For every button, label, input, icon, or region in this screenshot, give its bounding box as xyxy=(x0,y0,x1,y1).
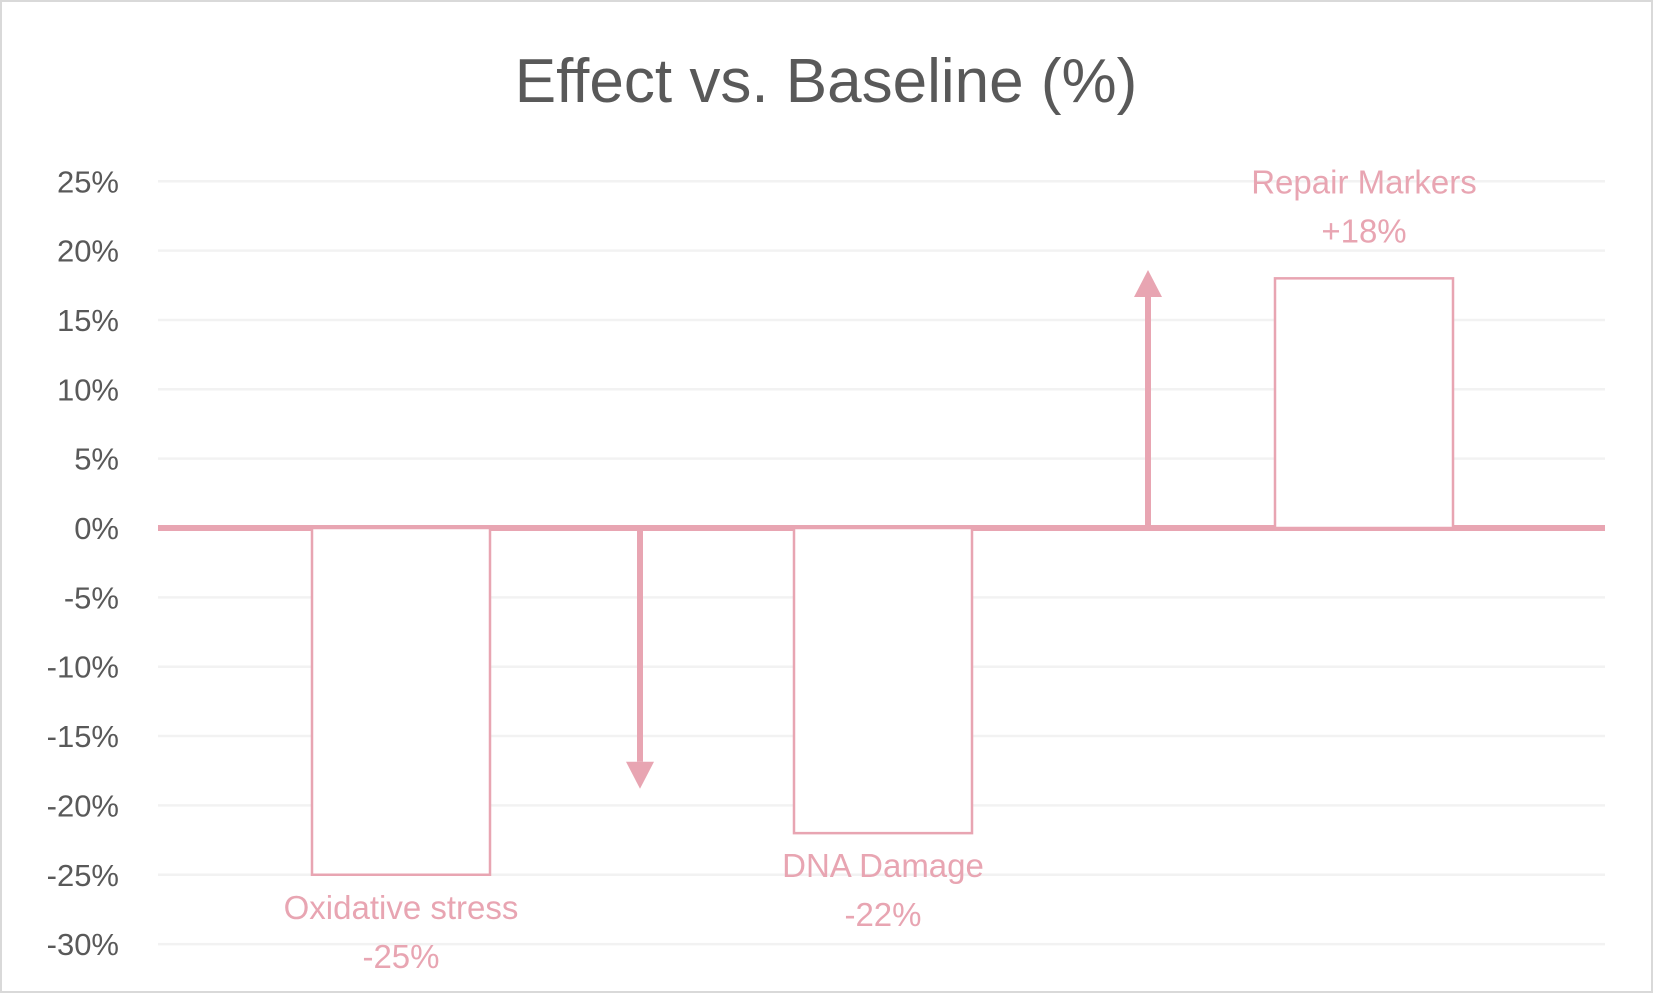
y-tick-label: -15% xyxy=(47,719,119,754)
y-tick-label: 10% xyxy=(57,372,119,407)
arrow-up-icon xyxy=(1134,270,1162,298)
bar xyxy=(310,526,492,876)
category-label: Repair Markers xyxy=(1251,163,1477,200)
y-tick-label: 15% xyxy=(57,303,119,338)
y-tick-label: 5% xyxy=(74,442,119,477)
y-tick-label: -10% xyxy=(47,650,119,685)
data-label: +18% xyxy=(1321,212,1406,249)
y-tick-label: -20% xyxy=(47,788,119,823)
category-label: DNA Damage xyxy=(782,847,984,884)
y-tick-label: 25% xyxy=(57,164,119,199)
category-label: Oxidative stress xyxy=(284,889,519,926)
y-tick-label: 0% xyxy=(74,511,119,546)
y-tick-label: -5% xyxy=(64,580,119,615)
chart-title: Effect vs. Baseline (%) xyxy=(515,47,1138,116)
bar xyxy=(792,526,974,835)
y-tick-label: -30% xyxy=(47,927,119,962)
y-tick-label: -25% xyxy=(47,858,119,893)
bar xyxy=(1273,277,1455,530)
data-label: -25% xyxy=(362,938,439,975)
data-label: -22% xyxy=(844,896,921,933)
arrow-down-icon xyxy=(626,761,654,789)
y-tick-label: 20% xyxy=(57,234,119,269)
